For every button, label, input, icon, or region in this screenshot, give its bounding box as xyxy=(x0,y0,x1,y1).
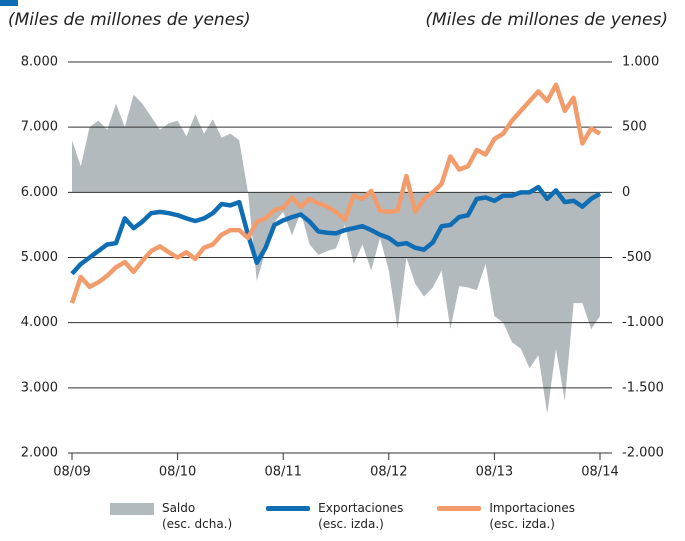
y2-tick-label: -2.000 xyxy=(622,446,664,461)
x-tick-label: 08/10 xyxy=(159,465,196,480)
x-tick-label: 08/12 xyxy=(370,465,407,480)
y-tick-label: 6.000 xyxy=(21,185,58,200)
legend-item: Importaciones (esc. izda.) xyxy=(437,500,575,532)
y-tick-label: 8.000 xyxy=(21,55,58,70)
area xyxy=(72,94,600,414)
y2-axis-label: (Miles de millones de yenes) xyxy=(425,10,668,30)
line xyxy=(70,184,602,276)
y2-tick-label: 0 xyxy=(622,185,630,200)
legend-swatch xyxy=(437,506,482,511)
line xyxy=(69,82,602,304)
chart: (Miles de millones de yenes) (Miles de m… xyxy=(0,0,668,480)
legend: Saldo (esc. dcha.) Exportaciones (esc. iz… xyxy=(0,500,685,532)
legend-item: Exportaciones (esc. izda.) xyxy=(266,500,403,532)
y-tick-label: 4.000 xyxy=(21,315,58,330)
legend-label: Importaciones (esc. izda.) xyxy=(489,501,576,531)
legend-label: Exportaciones (esc. izda.) xyxy=(318,501,404,531)
x-tick-label: 08/13 xyxy=(476,465,513,480)
y2-tick-label: -500 xyxy=(622,250,652,265)
legend-label: Saldo (esc. dcha.) xyxy=(161,501,233,531)
y2-tick-label: -1.500 xyxy=(622,380,664,395)
y-tick-label: 3.000 xyxy=(21,380,58,395)
y2-tick-label: 1.000 xyxy=(622,55,659,70)
legend-item: Saldo (esc. dcha.) xyxy=(109,500,233,532)
y-tick-label: 5.000 xyxy=(21,250,58,265)
y2-tick-label: 500 xyxy=(622,120,647,135)
y-axis-label: (Miles de millones de yenes) xyxy=(8,10,251,30)
legend-swatch xyxy=(266,506,311,511)
x-tick-label: 08/14 xyxy=(581,465,618,480)
y2-tick-label: -1.000 xyxy=(622,315,664,330)
x-tick-label: 08/09 xyxy=(53,465,90,480)
title-fragment xyxy=(0,0,18,6)
y-tick-label: 2.000 xyxy=(21,446,58,461)
x-tick-label: 08/11 xyxy=(264,465,301,480)
legend-swatch xyxy=(109,503,154,515)
y-tick-label: 7.000 xyxy=(21,120,58,135)
